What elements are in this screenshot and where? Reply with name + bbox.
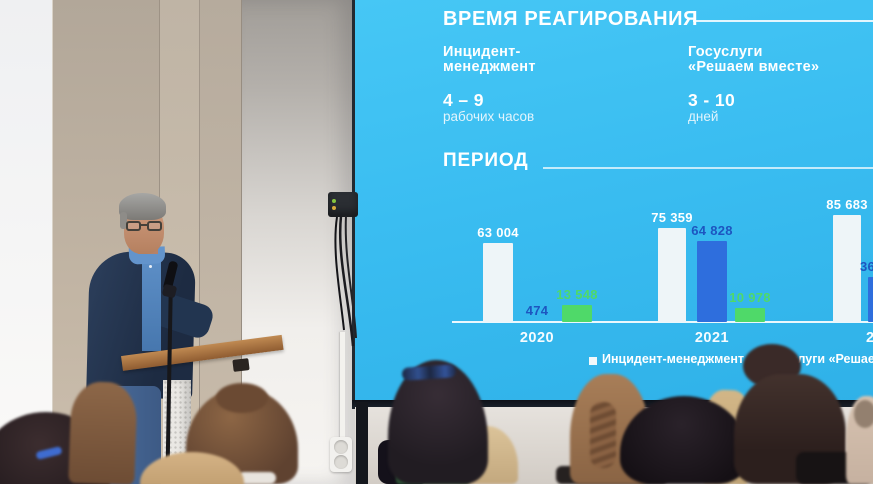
legend-item-1: Инцидент-менеджмент	[602, 352, 744, 366]
bar	[658, 228, 686, 322]
bar-value-label: 85 683	[826, 197, 868, 212]
power-outlet	[330, 437, 352, 472]
bar-value-label: 63 004	[477, 225, 519, 240]
bar-value-label: 36	[860, 259, 873, 274]
column2-heading-line1: Госуслуги	[688, 44, 763, 60]
chart-section-title: ПЕРИОД	[443, 150, 529, 171]
column1-unit: рабочих часов	[443, 109, 535, 124]
column1-value: 4 – 9	[443, 90, 484, 110]
hair-braid	[590, 402, 616, 468]
slide-title: ВРЕМЯ РЕАГИРОВАНИЯ	[443, 8, 699, 30]
bar	[483, 243, 513, 322]
audience-head-detail	[854, 400, 873, 428]
shirt-button	[149, 265, 152, 268]
cable-conduit	[340, 332, 345, 438]
x-axis-label: 2	[866, 330, 873, 346]
white-wall	[0, 0, 53, 484]
glasses-left-lens	[126, 221, 141, 231]
x-axis-label: 2021	[694, 330, 730, 346]
bar	[562, 305, 592, 322]
bar-value-label: 13 548	[556, 287, 598, 302]
bar-value-label: 10 978	[729, 290, 771, 305]
bar-value-label: 75 359	[651, 210, 693, 225]
chart-axis	[452, 321, 873, 323]
speaker-shirt	[142, 257, 161, 351]
divider-line	[693, 20, 873, 22]
glasses-bridge	[141, 224, 147, 226]
column1-heading-line1: Инцидент-	[443, 44, 521, 60]
bar	[833, 215, 861, 322]
presentation-screen: ВРЕМЯ РЕАГИРОВАНИЯ Инцидент- менеджмент …	[355, 0, 873, 402]
bar	[868, 277, 873, 322]
socket-hole	[334, 455, 348, 469]
audience-head	[68, 380, 138, 484]
bar	[735, 308, 765, 322]
bar-chart: 63 004 474 13 548 2020 75 359 64 828 10 978 202…	[355, 0, 873, 402]
divider-line	[543, 167, 873, 169]
column1-heading-line2: менеджмент	[443, 59, 536, 75]
socket-hole	[334, 440, 348, 454]
speaker-sideburn	[120, 212, 127, 229]
legend-swatch-white	[589, 357, 597, 365]
audience-head	[620, 396, 748, 484]
screen-stand-leg	[356, 402, 368, 484]
hair-bun	[216, 383, 268, 413]
x-axis-label: 2020	[519, 330, 555, 346]
white-collar	[238, 472, 276, 484]
bar	[697, 241, 727, 322]
lectern-clamp	[232, 358, 250, 372]
connector-led-green	[332, 199, 336, 203]
column2-value: 3 - 10	[688, 90, 736, 110]
cable-connector-box	[328, 192, 358, 217]
glasses-right-lens	[147, 221, 162, 231]
connector-led-amber	[332, 206, 336, 210]
column2-unit: дней	[688, 109, 719, 124]
column2-heading-line2: «Решаем вместе»	[688, 59, 820, 75]
bar-value-label: 474	[525, 303, 549, 318]
bar-value-label: 64 828	[691, 223, 733, 238]
